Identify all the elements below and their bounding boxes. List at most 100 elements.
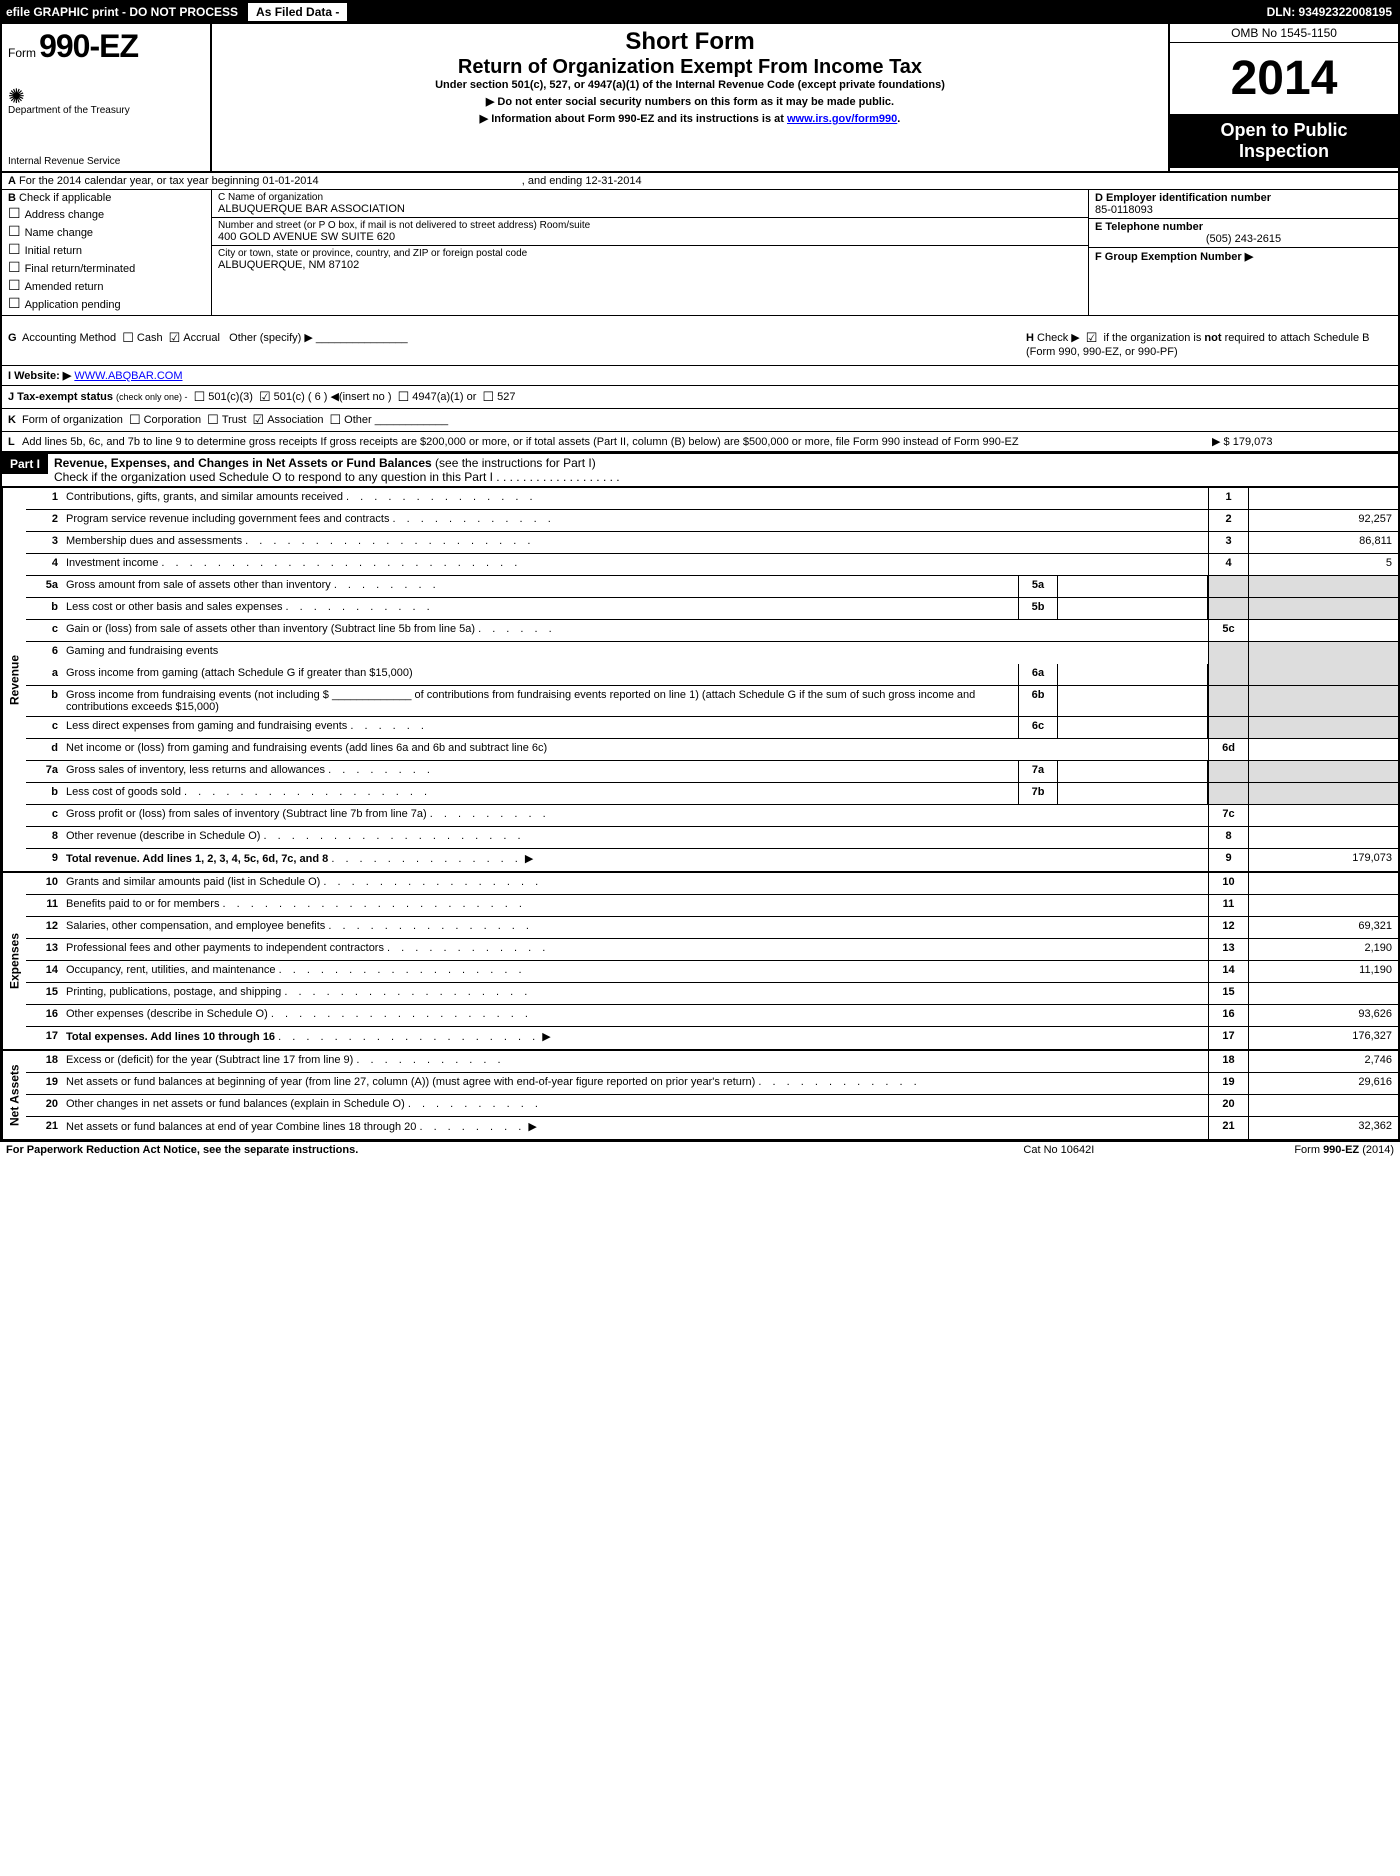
open-line1: Open to Public [1176, 120, 1392, 141]
k-text: Form of organization [22, 414, 123, 426]
n6a: a [26, 664, 62, 685]
sv7b [1058, 783, 1208, 804]
n4: 4 [26, 554, 62, 575]
chk-other[interactable] [327, 414, 345, 426]
sb6a: 6a [1018, 664, 1058, 685]
page-footer: For Paperwork Reduction Act Notice, see … [0, 1141, 1400, 1158]
line-1: 1Contributions, gifts, grants, and simil… [26, 488, 1398, 510]
d6a: Gross income from gaming (attach Schedul… [62, 664, 1018, 685]
b12: 12 [1208, 917, 1248, 938]
chk-accrual[interactable] [166, 332, 184, 344]
sv5a [1058, 576, 1208, 597]
cell-city: City or town, state or province, country… [212, 246, 1088, 273]
line-21: 21Net assets or fund balances at end of … [26, 1117, 1398, 1139]
chk-initial[interactable]: Initial return [8, 241, 205, 258]
d9: Total revenue. Add lines 1, 2, 3, 4, 5c,… [62, 849, 1208, 871]
b2: 2 [1208, 510, 1248, 531]
h-text1: Check ▶ [1037, 332, 1080, 344]
g-cash: Cash [137, 332, 163, 344]
part1-sub: (see the instructions for Part I) [435, 456, 596, 470]
chk-h[interactable] [1083, 332, 1101, 344]
cell-ein: D Employer identification number 85-0118… [1089, 190, 1398, 219]
v6 [1248, 642, 1398, 664]
content-j: J Tax-exempt status (check only one) - 5… [8, 389, 1392, 405]
chk-final[interactable]: Final return/terminated [8, 259, 205, 276]
v7b [1248, 783, 1398, 804]
d16t: Other expenses (describe in Schedule O) [66, 1008, 268, 1020]
line-9: 9 Total revenue. Add lines 1, 2, 3, 4, 5c… [26, 849, 1398, 871]
b1: 1 [1208, 488, 1248, 509]
row-l: L Add lines 5b, 6c, and 7b to line 9 to … [2, 431, 1398, 451]
sv6b [1058, 686, 1208, 716]
chk-trust[interactable] [204, 414, 222, 426]
v9: 179,073 [1248, 849, 1398, 871]
return-title: Return of Organization Exempt From Incom… [222, 56, 1158, 79]
row-k: K Form of organization Corporation Trust… [2, 408, 1398, 431]
sv7a [1058, 761, 1208, 782]
b20: 20 [1208, 1095, 1248, 1116]
g-accrual: Accrual [183, 332, 220, 344]
d8t: Other revenue (describe in Schedule O) [66, 830, 260, 842]
chk-501c3[interactable] [191, 391, 209, 403]
n16: 16 [26, 1005, 62, 1026]
chk-cash[interactable] [119, 332, 137, 344]
hint-b: Check if applicable [19, 192, 111, 204]
v6b [1248, 686, 1398, 716]
f-label: F Group Exemption Number ▶ [1095, 250, 1392, 263]
netassets-section: Net Assets 18Excess or (deficit) for the… [0, 1051, 1400, 1141]
part1-header-row: Part I Revenue, Expenses, and Changes in… [0, 453, 1400, 488]
v13: 2,190 [1248, 939, 1398, 960]
v12: 69,321 [1248, 917, 1398, 938]
website-link[interactable]: WWW.ABQBAR.COM [74, 370, 182, 382]
b19: 19 [1208, 1073, 1248, 1094]
d3: Membership dues and assessments . . . . … [62, 532, 1208, 553]
chk-corp[interactable] [126, 414, 144, 426]
line-6c: cLess direct expenses from gaming and fu… [26, 717, 1398, 739]
chk-4947[interactable] [395, 391, 413, 403]
row-i: I Website: ▶ WWW.ABQBAR.COM [2, 365, 1398, 385]
chk-address[interactable]: Address change [8, 205, 205, 222]
form-number: 990-EZ [39, 28, 138, 64]
row-gh: G Accounting Method Cash Accrual Other (… [2, 315, 1398, 365]
row-a: A For the 2014 calendar year, or tax yea… [2, 173, 1398, 190]
d6d: Net income or (loss) from gaming and fun… [62, 739, 1208, 760]
n7c: c [26, 805, 62, 826]
line-5c: cGain or (loss) from sale of assets othe… [26, 620, 1398, 642]
chk-amended[interactable]: Amended return [8, 277, 205, 294]
chk-pending[interactable]: Application pending [8, 295, 205, 312]
line-20: 20Other changes in net assets or fund ba… [26, 1095, 1398, 1117]
label-l: L [8, 436, 22, 448]
chk-501c[interactable] [256, 391, 274, 403]
tax-year: 2014 [1170, 43, 1398, 114]
header-center: Short Form Return of Organization Exempt… [212, 24, 1168, 171]
line-19: 19Net assets or fund balances at beginni… [26, 1073, 1398, 1095]
d7a: Gross sales of inventory, less returns a… [62, 761, 1018, 782]
d5b: Less cost or other basis and sales expen… [62, 598, 1018, 619]
b9: 9 [1208, 849, 1248, 871]
v3: 86,811 [1248, 532, 1398, 553]
b15: 15 [1208, 983, 1248, 1004]
sb7b: 7b [1018, 783, 1058, 804]
chk-name[interactable]: Name change [8, 223, 205, 240]
b14: 14 [1208, 961, 1248, 982]
d11: Benefits paid to or for members . . . . … [62, 895, 1208, 916]
content-l: Add lines 5b, 6c, and 7b to line 9 to de… [22, 436, 1212, 448]
revenue-label: Revenue [2, 488, 26, 871]
b13: 13 [1208, 939, 1248, 960]
sb7a: 7a [1018, 761, 1058, 782]
line-7b: bLess cost of goods sold . . . . . . . .… [26, 783, 1398, 805]
d20: Other changes in net assets or fund bala… [62, 1095, 1208, 1116]
chk-assoc[interactable] [250, 414, 268, 426]
chk-527[interactable] [479, 391, 497, 403]
content-g: Accounting Method Cash Accrual Other (sp… [22, 330, 1022, 346]
b8: 8 [1208, 827, 1248, 848]
d9t: Total revenue. Add lines 1, 2, 3, 4, 5c,… [66, 853, 328, 865]
d8: Other revenue (describe in Schedule O) .… [62, 827, 1208, 848]
netassets-body: 18Excess or (deficit) for the year (Subt… [26, 1051, 1398, 1139]
dln-label: DLN: 93492322008195 [1267, 5, 1400, 19]
irs-link[interactable]: www.irs.gov/form990 [787, 113, 897, 125]
header-left: Form 990-EZ ✺ Department of the Treasury… [2, 24, 212, 171]
label-i: I Website: ▶ [8, 370, 71, 382]
d14: Occupancy, rent, utilities, and maintena… [62, 961, 1208, 982]
d6ct: Less direct expenses from gaming and fun… [66, 720, 347, 732]
